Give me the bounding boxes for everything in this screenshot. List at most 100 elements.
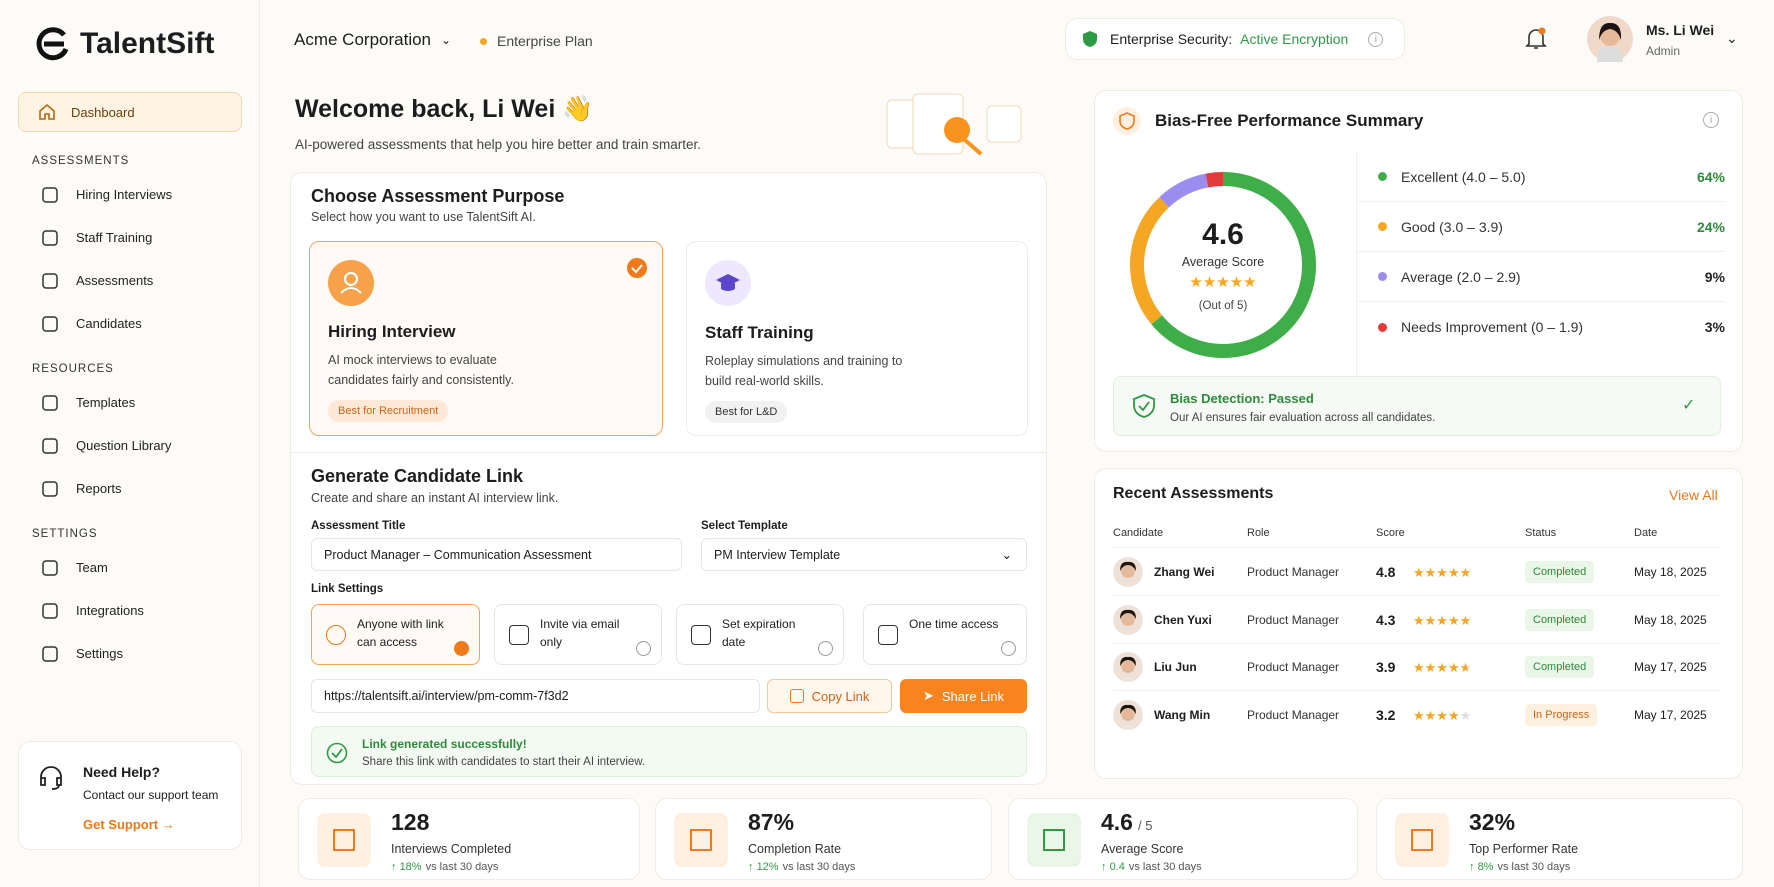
setting-label: Anyone with link can access — [357, 617, 444, 649]
radio — [636, 641, 651, 656]
option-icon — [328, 260, 374, 306]
link-subtitle: Create and share an instant AI interview… — [311, 491, 559, 505]
nav-item[interactable]: Question Library — [0, 424, 260, 467]
check: ✓ — [1682, 397, 1696, 414]
stars-fg: ★★★★★ — [1413, 660, 1471, 674]
table-row[interactable]: Zhang Wei Product Manager 4.8 ★★★★★ ★★★★★ Com… — [1113, 549, 1721, 596]
org-switch[interactable]: Acme Corporation ⌄ — [294, 30, 451, 50]
setting-icon — [509, 625, 529, 645]
legend-dot — [1378, 172, 1387, 181]
user-role: Admin — [1646, 44, 1681, 58]
change-value: 18% — [399, 861, 422, 873]
nav-item[interactable]: Staff Training — [0, 216, 260, 259]
setting-label: Set expiration date — [722, 617, 796, 649]
url-input[interactable]: https://talentsift.ai/interview/pm-comm-… — [311, 679, 760, 713]
nav-item[interactable]: Assessments — [0, 259, 260, 302]
copy-button[interactable]: Copy Link — [767, 679, 892, 713]
template-select[interactable]: PM Interview Template ⌄ — [701, 538, 1027, 571]
avatar-face — [1121, 659, 1135, 673]
table-header: Candidate Role Score Status Date — [1113, 518, 1721, 548]
legend-dot — [1378, 222, 1387, 231]
option-training[interactable]: Staff Training Roleplay simulations and … — [686, 241, 1028, 436]
legend-dot — [1378, 322, 1387, 332]
welcome-subtitle: AI-powered assessments that help you hir… — [295, 137, 701, 152]
score: 4.3 — [1376, 611, 1396, 628]
table-row[interactable]: Wang Min Product Manager 3.2 ★★★★★ ★★★★★ In P… — [1113, 692, 1721, 739]
info-icon[interactable]: i — [1368, 31, 1384, 47]
security-badge: Enterprise Security: Active Encryption i — [1065, 18, 1405, 60]
bias-title: Bias Detection: Passed — [1170, 391, 1314, 406]
legend-share: 64% — [1696, 168, 1725, 185]
option-hiring[interactable]: Hiring Interview AI mock interviews to e… — [309, 241, 663, 436]
url: https://talentsift.ai/interview/pm-comm-… — [324, 689, 569, 703]
radio — [1001, 641, 1016, 656]
plan-dot — [480, 37, 487, 45]
option-text: AI mock interviews to evaluate candidate… — [328, 353, 514, 387]
nav-item[interactable]: Hiring Interviews — [0, 173, 260, 216]
option-title: Staff Training — [705, 323, 814, 342]
candidate-name: Chen Yuxi — [1154, 612, 1212, 627]
help-text: Contact our support team — [83, 788, 219, 802]
icon — [42, 315, 58, 332]
avatar-hair — [1120, 656, 1136, 666]
score: 4.8 — [1376, 564, 1396, 580]
user-avatar[interactable] — [1587, 16, 1633, 62]
date: May 18, 2025 — [1634, 612, 1707, 627]
info-icon[interactable]: i — [1703, 112, 1719, 128]
nav-item[interactable]: Templates — [0, 381, 260, 424]
user-menu[interactable]: ⌄ — [1726, 30, 1738, 46]
title-input[interactable]: Product Manager – Communication Assessme… — [311, 538, 682, 571]
nav-item[interactable]: Settings — [0, 632, 260, 675]
change-value: 8% — [1477, 861, 1494, 873]
stat-icon — [1027, 813, 1081, 867]
stat-value-row: 87% — [748, 809, 794, 836]
setting-icon — [691, 625, 711, 645]
stat-value: 87% — [748, 809, 795, 835]
table-row[interactable]: Liu Jun Product Manager 3.9 ★★★★★ ★★★★★ Compl… — [1113, 644, 1721, 691]
nav-label: Team — [76, 560, 108, 575]
nav-item[interactable]: Integrations — [0, 589, 260, 632]
bell[interactable] — [1525, 27, 1547, 51]
score-label: Average Score — [1181, 255, 1265, 269]
nav-active[interactable]: Dashboard — [18, 92, 242, 132]
stat-value: 32% — [1469, 809, 1516, 835]
button-label: Share Link — [941, 688, 1005, 704]
donut-segment — [1205, 172, 1224, 188]
nav-label: Dashboard — [71, 104, 135, 120]
avatar-face — [1121, 707, 1135, 721]
role: Product Manager — [1247, 612, 1340, 627]
view-all[interactable]: View All — [1669, 487, 1718, 503]
purpose-title: Choose Assessment Purpose — [311, 186, 565, 206]
score: 3.2 — [1376, 707, 1396, 723]
change-note: vs last 30 days — [1128, 861, 1202, 873]
setting-label: One time access — [909, 617, 999, 631]
setting-option[interactable]: Set expiration date — [676, 604, 844, 665]
stat-change: ↑ 18% vs last 30 days — [391, 861, 498, 873]
stat-icon — [1395, 813, 1449, 867]
success-icon — [326, 742, 348, 764]
logo[interactable]: TalentSift — [34, 25, 214, 63]
share-button[interactable]: ➤ Share Link — [900, 679, 1027, 713]
status-badge: In Progress — [1525, 704, 1598, 726]
stars-bg: ★★★★★ — [1413, 660, 1471, 674]
score-stars: ★★★★★★★★★★ — [1413, 660, 1471, 674]
nav-section-title: SETTINGS — [32, 528, 98, 540]
setting-option[interactable]: One time access — [863, 604, 1027, 665]
nav-item[interactable]: Team — [0, 546, 260, 589]
stars-fg: ★★★★★ — [1413, 565, 1471, 579]
icon — [42, 394, 58, 411]
setting-option[interactable]: Anyone with link can access — [311, 604, 480, 665]
nav-label: Staff Training — [76, 230, 153, 245]
nav-item[interactable]: Reports — [0, 467, 260, 510]
setting-option[interactable]: Invite via email only — [494, 604, 662, 665]
logo-mark — [36, 27, 69, 61]
table-row[interactable]: Chen Yuxi Product Manager 4.3 ★★★★★ ★★★★★ Com… — [1113, 597, 1721, 644]
arrow: ↑ — [391, 861, 400, 873]
help-link[interactable]: Get Support → — [83, 817, 175, 832]
nav-item[interactable]: Candidates — [0, 302, 260, 345]
icon — [42, 437, 58, 454]
candidate-avatar — [1113, 604, 1143, 635]
icon-shape — [42, 645, 58, 662]
